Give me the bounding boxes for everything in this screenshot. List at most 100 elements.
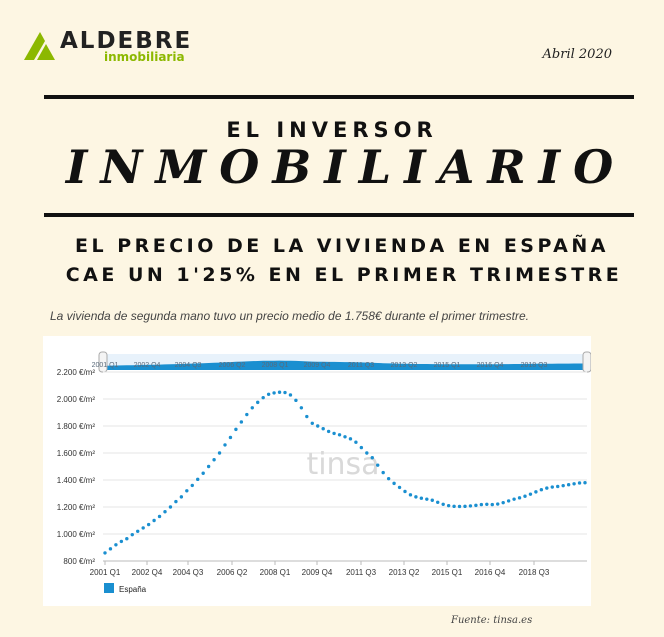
data-point: [163, 510, 167, 514]
navigator-tick-label: 2006 Q2: [219, 362, 246, 369]
headline-line2: CAE UN 1'25% EN EL PRIMER TRIMESTRE: [65, 264, 623, 286]
x-tick-label: 2006 Q2: [217, 568, 248, 577]
price-chart: 800 €/m² 1.000 €/m² 1.200 €/m² 1.400 €/m² 1.…: [43, 336, 592, 606]
x-tick-label: 2016 Q4: [475, 568, 506, 577]
x-tick-label: 2004 Q3: [173, 568, 204, 577]
masthead-line2: INMOBILIARIO: [65, 140, 627, 194]
y-tick-label: 1.000 €/m²: [57, 530, 96, 539]
y-tick-label: 1.200 €/m²: [57, 503, 96, 512]
brand-name: ALDEBRE: [60, 28, 193, 54]
source-note: Fuente: tinsa.es: [451, 615, 533, 626]
data-point: [234, 427, 238, 432]
chart-svg: 800 €/m² 1.000 €/m² 1.200 €/m² 1.400 €/m² 1.…: [57, 351, 592, 594]
navigator-tick-label: 2004 Q3: [175, 362, 202, 369]
data-point: [256, 400, 260, 405]
data-point: [430, 498, 434, 502]
data-point: [403, 489, 407, 494]
data-point: [103, 551, 107, 555]
data-point: [397, 485, 402, 490]
data-point: [245, 412, 249, 417]
navigator-tick-label: 2016 Q4: [477, 362, 504, 369]
data-point: [168, 505, 173, 509]
data-point: [288, 393, 293, 397]
navigator-area: [103, 360, 587, 370]
data-point: [381, 470, 385, 475]
data-point: [566, 483, 571, 487]
data-point: [425, 497, 429, 501]
data-point: [474, 503, 478, 508]
data-point: [485, 502, 489, 506]
data-point: [534, 490, 538, 494]
data-point: [452, 504, 456, 509]
data-point: [141, 526, 145, 530]
navigator-tick-label: 2009 Q4: [304, 362, 331, 369]
data-point: [299, 406, 304, 410]
data-point: [294, 398, 298, 403]
data-point: [463, 504, 467, 509]
data-point: [370, 456, 374, 460]
data-point: [376, 463, 380, 467]
data-point: [457, 504, 462, 509]
data-point: [501, 500, 505, 505]
y-tick-label: 2.000 €/m²: [57, 395, 96, 404]
data-point: [386, 476, 391, 481]
data-point: [577, 481, 582, 485]
data-point: [583, 481, 587, 485]
data-point: [408, 493, 413, 497]
watermark-text: tinsa: [306, 447, 379, 482]
data-point: [217, 451, 222, 455]
data-point: [212, 458, 216, 462]
data-point: [179, 495, 184, 499]
data-point: [359, 445, 364, 450]
data-point: [343, 435, 347, 439]
data-point: [196, 477, 200, 482]
data-point: [130, 532, 134, 537]
x-tick-label: 2009 Q4: [302, 568, 333, 577]
data-point: [326, 429, 331, 434]
data-point: [228, 435, 233, 440]
y-tick-label: 1.400 €/m²: [57, 476, 96, 485]
data-point: [572, 482, 576, 486]
x-tick-label: 2008 Q1: [260, 568, 291, 577]
data-point: [305, 414, 309, 419]
data-point: [441, 502, 445, 506]
data-point: [517, 496, 522, 500]
data-point: [512, 497, 516, 501]
data-point: [348, 437, 353, 441]
legend-swatch[interactable]: [104, 583, 114, 593]
data-point: [419, 496, 424, 500]
data-point: [190, 483, 194, 488]
data-point: [316, 424, 320, 428]
data-point: [556, 484, 560, 489]
navigator-handle-right[interactable]: [582, 351, 592, 373]
x-tick-label: 2001 Q1: [90, 568, 121, 577]
data-point: [545, 486, 549, 490]
data-point: [446, 503, 451, 508]
data-point: [479, 502, 484, 507]
x-tick-label: 2015 Q1: [432, 568, 463, 577]
data-point: [523, 494, 527, 498]
data-point: [223, 443, 227, 447]
data-point: [496, 502, 500, 506]
navigator-tick-label: 2011 Q3: [348, 362, 374, 369]
data-point: [152, 518, 156, 523]
triangle-mark-icon: [24, 32, 55, 60]
data-point: [114, 543, 118, 547]
y-tick-label: 800 €/m²: [63, 557, 95, 566]
data-point: [414, 495, 418, 499]
x-tick-label: 2013 Q2: [389, 568, 420, 577]
x-tick-label: 2018 Q3: [519, 568, 550, 577]
data-point: [436, 500, 440, 504]
data-point: [468, 504, 473, 508]
y-tick-label: 1.800 €/m²: [57, 422, 96, 431]
data-point: [185, 489, 189, 493]
masthead-line1: EL INVERSOR: [226, 118, 438, 142]
data-point: [201, 471, 205, 475]
navigator-tick-label: 2013 Q2: [391, 362, 418, 369]
data-point: [354, 440, 358, 444]
data-point: [146, 522, 151, 527]
legend-label[interactable]: España: [119, 585, 147, 594]
data-point: [261, 395, 265, 400]
navigator-tick-label: 2001 Q1: [92, 362, 119, 369]
navigator-tick-label: 2002 Q4: [134, 362, 161, 369]
